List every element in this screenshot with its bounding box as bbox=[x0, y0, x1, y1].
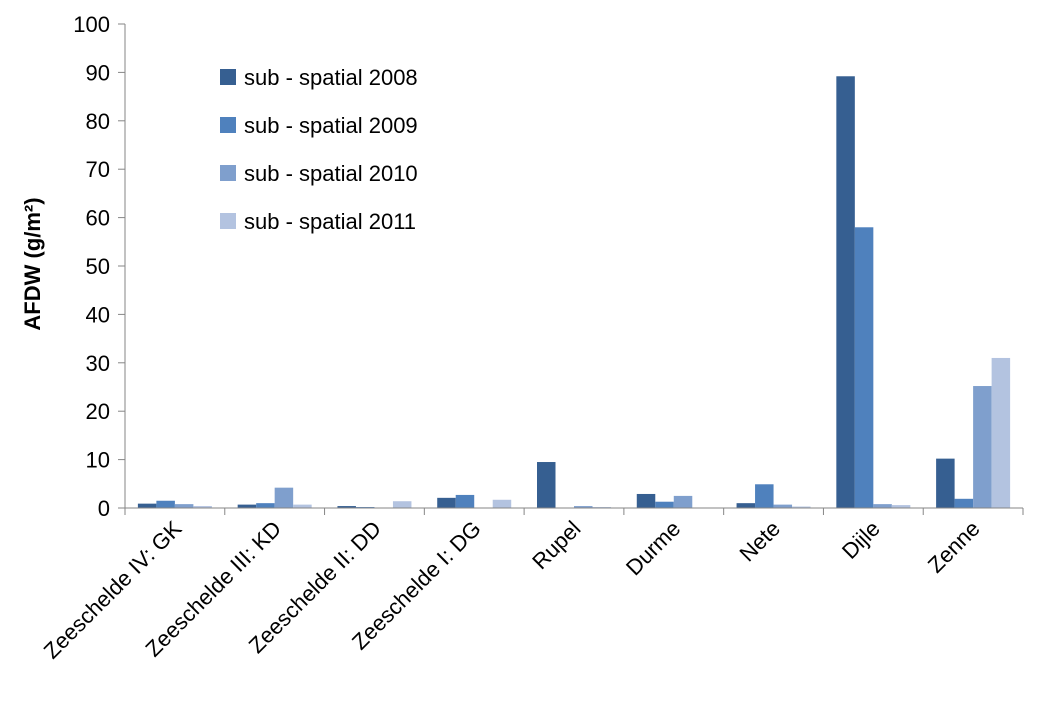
bar bbox=[873, 504, 892, 508]
bar bbox=[836, 76, 855, 508]
legend-label: sub - spatial 2011 bbox=[244, 209, 416, 234]
bar bbox=[455, 494, 475, 508]
bar bbox=[673, 495, 693, 508]
y-tick-label: 40 bbox=[86, 302, 110, 327]
bar bbox=[736, 503, 756, 508]
bar bbox=[936, 458, 955, 508]
y-tick-label: 90 bbox=[86, 60, 110, 85]
bar bbox=[193, 506, 212, 508]
bar bbox=[891, 505, 911, 508]
bar bbox=[655, 501, 674, 508]
legend-swatch bbox=[220, 213, 236, 229]
y-tick-label: 20 bbox=[86, 399, 110, 424]
y-tick-label: 10 bbox=[86, 448, 110, 473]
bar bbox=[773, 504, 793, 508]
legend: sub - spatial 2008 sub - spatial 2009 sub … bbox=[220, 65, 418, 234]
y-tick-label: 100 bbox=[73, 12, 110, 37]
bar bbox=[392, 501, 412, 508]
bar bbox=[337, 506, 356, 508]
bar bbox=[437, 497, 456, 508]
bar bbox=[256, 503, 275, 508]
y-tick-label: 0 bbox=[98, 496, 110, 521]
bar bbox=[492, 499, 512, 508]
bar bbox=[537, 462, 556, 508]
bar bbox=[973, 386, 992, 508]
legend-label: sub - spatial 2008 bbox=[244, 65, 418, 90]
legend-swatch bbox=[220, 165, 236, 181]
bar bbox=[156, 500, 175, 508]
x-tick-label: Zenne bbox=[923, 516, 985, 578]
bar bbox=[274, 487, 294, 508]
bar bbox=[792, 506, 811, 508]
y-tick-label: 70 bbox=[86, 157, 110, 182]
y-tick-label: 60 bbox=[86, 206, 110, 231]
legend-label: sub - spatial 2010 bbox=[244, 161, 418, 186]
x-tick-label: Durme bbox=[621, 516, 685, 580]
y-tick-label: 30 bbox=[86, 351, 110, 376]
y-tick-label: 80 bbox=[86, 109, 110, 134]
bar bbox=[574, 506, 593, 508]
legend-swatch bbox=[220, 117, 236, 133]
bar bbox=[755, 484, 774, 508]
legend-swatch bbox=[220, 69, 236, 85]
bar bbox=[137, 503, 157, 508]
legend-label: sub - spatial 2009 bbox=[244, 113, 418, 138]
y-axis-ticks: 0 10 20 30 40 50 60 70 80 90 100 bbox=[73, 12, 125, 521]
x-tick-label: Nete bbox=[735, 516, 786, 567]
bar bbox=[954, 498, 974, 508]
bar bbox=[174, 504, 194, 508]
y-tick-label: 50 bbox=[86, 254, 110, 279]
bar bbox=[293, 504, 312, 508]
bars bbox=[137, 76, 1011, 508]
bar bbox=[854, 227, 874, 508]
bar bbox=[237, 504, 257, 508]
x-tick-label: Dijle bbox=[837, 516, 885, 564]
bar bbox=[991, 357, 1011, 508]
bar bbox=[636, 493, 656, 508]
y-axis-title: AFDW (g/m²) bbox=[20, 197, 45, 330]
x-tick-label: Rupel bbox=[527, 516, 585, 574]
